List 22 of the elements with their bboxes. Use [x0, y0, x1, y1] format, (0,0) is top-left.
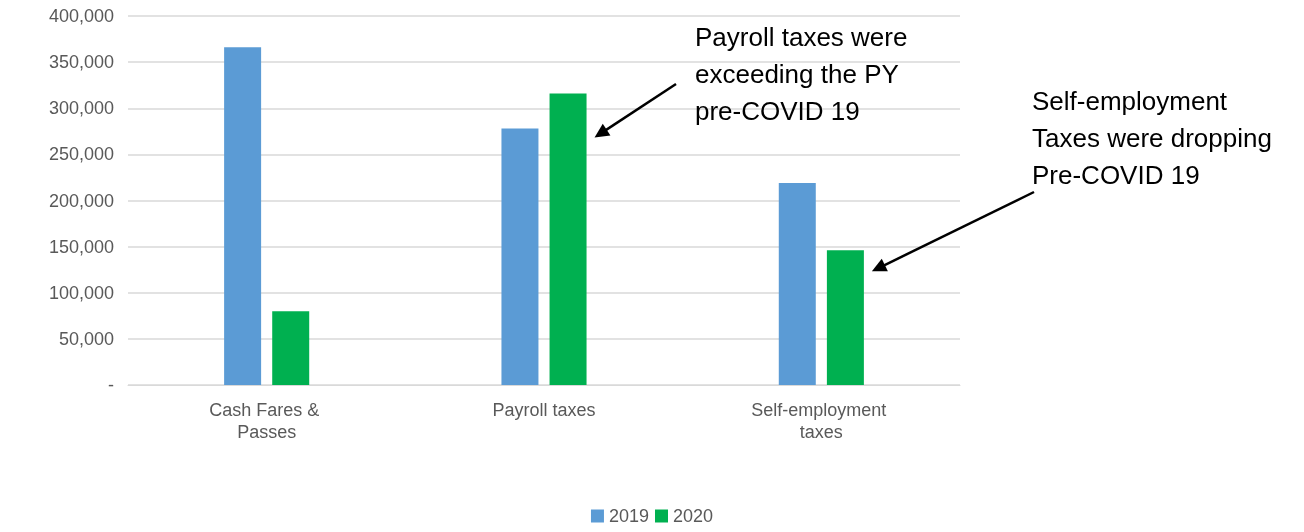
x-tick-label: Payroll taxes [492, 400, 596, 420]
bar [501, 128, 539, 385]
x-tick-label: Self-employment taxes [751, 400, 892, 442]
bar [224, 47, 262, 385]
y-tick-label: 400,000 [48, 6, 114, 26]
y-tick-label: 200,000 [48, 190, 114, 211]
y-tick-label: 300,000 [48, 98, 114, 119]
y-tick-label: - [108, 375, 114, 395]
bar [778, 182, 816, 385]
bar [272, 311, 310, 385]
annotation: Payroll taxes were exceeding the PY pre-COVID 19 [695, 21, 908, 126]
legend-label: 2019 [608, 506, 649, 526]
y-tick-label: 350,000 [48, 52, 114, 73]
y-tick-label: 250,000 [48, 144, 114, 165]
text: Self-employment Taxes were dropping Pre-COVID 19 [1032, 85, 1272, 190]
y-tick-label: 150,000 [48, 236, 114, 257]
legend-label: 2020 [673, 506, 714, 526]
bar [826, 250, 864, 385]
y-tick-label: 50,000 [58, 328, 114, 349]
y-tick-label: 100,000 [48, 282, 114, 303]
bar [549, 93, 587, 385]
x-tick-label: Cash Fares & Passes [209, 400, 325, 442]
